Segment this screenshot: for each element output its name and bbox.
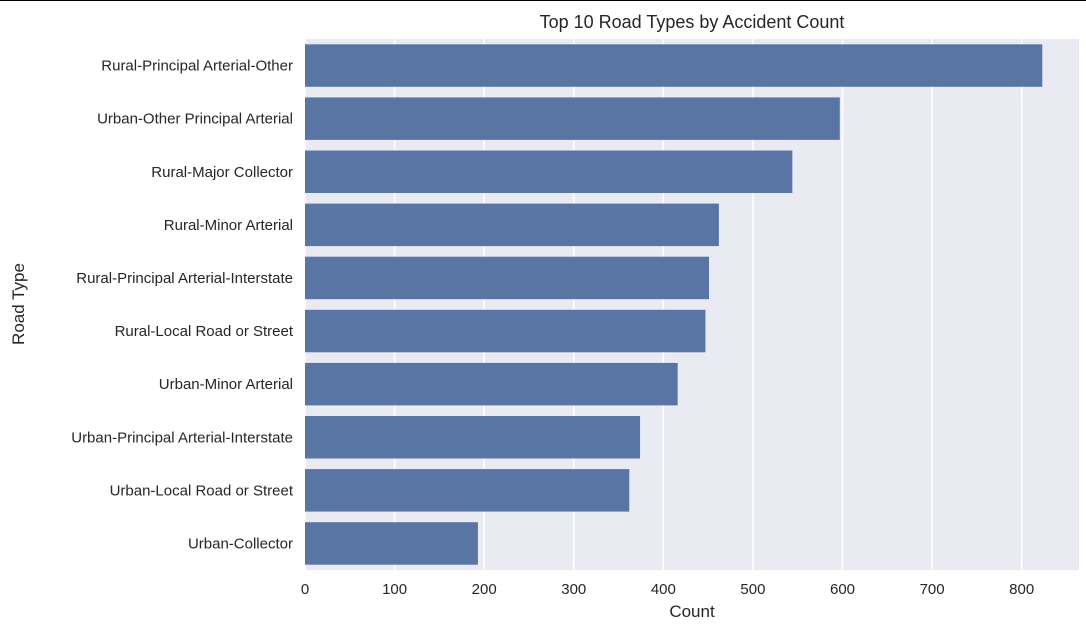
bar xyxy=(305,256,710,300)
y-tick-label: Rural-Minor Arterial xyxy=(164,217,293,234)
bar xyxy=(305,362,678,406)
y-tick-label: Urban-Collector xyxy=(188,535,293,552)
y-tick-label: Rural-Major Collector xyxy=(151,164,293,181)
x-tick-label: 600 xyxy=(830,581,855,598)
y-tick-label: Urban-Other Principal Arterial xyxy=(97,111,293,128)
bars xyxy=(305,44,1043,565)
bar xyxy=(305,150,793,193)
bar xyxy=(305,203,719,247)
x-tick-label: 700 xyxy=(920,581,945,598)
x-tick-label: 200 xyxy=(472,581,497,598)
bar xyxy=(305,522,478,565)
x-tick-label: 500 xyxy=(740,581,765,598)
bar xyxy=(305,44,1043,87)
bar xyxy=(305,309,706,353)
y-tick-label: Rural-Local Road or Street xyxy=(115,323,294,340)
x-tick-label: 400 xyxy=(651,581,676,598)
x-axis-label: Count xyxy=(669,602,715,621)
chart-title: Top 10 Road Types by Accident Count xyxy=(540,12,845,32)
bar xyxy=(305,416,641,459)
y-tick-label: Urban-Principal Arterial-Interstate xyxy=(71,429,293,446)
bar xyxy=(305,97,840,140)
y-tick-label: Urban-Minor Arterial xyxy=(159,376,293,393)
x-tick-label: 0 xyxy=(301,581,309,598)
y-tick-label: Urban-Local Road or Street xyxy=(110,482,294,499)
x-tick-labels: 0 100 200 300 400 500 600 700 800 xyxy=(301,581,1034,598)
y-axis-label: Road Type xyxy=(9,263,28,345)
y-tick-labels: Rural-Principal Arterial-Other Urban-Othe… xyxy=(71,58,294,553)
x-tick-label: 100 xyxy=(382,581,407,598)
bar xyxy=(305,469,630,512)
y-tick-label: Rural-Principal Arterial-Other xyxy=(101,58,293,75)
x-tick-label: 300 xyxy=(561,581,586,598)
y-tick-label: Rural-Principal Arterial-Interstate xyxy=(76,270,293,287)
x-tick-label: 800 xyxy=(1009,581,1034,598)
